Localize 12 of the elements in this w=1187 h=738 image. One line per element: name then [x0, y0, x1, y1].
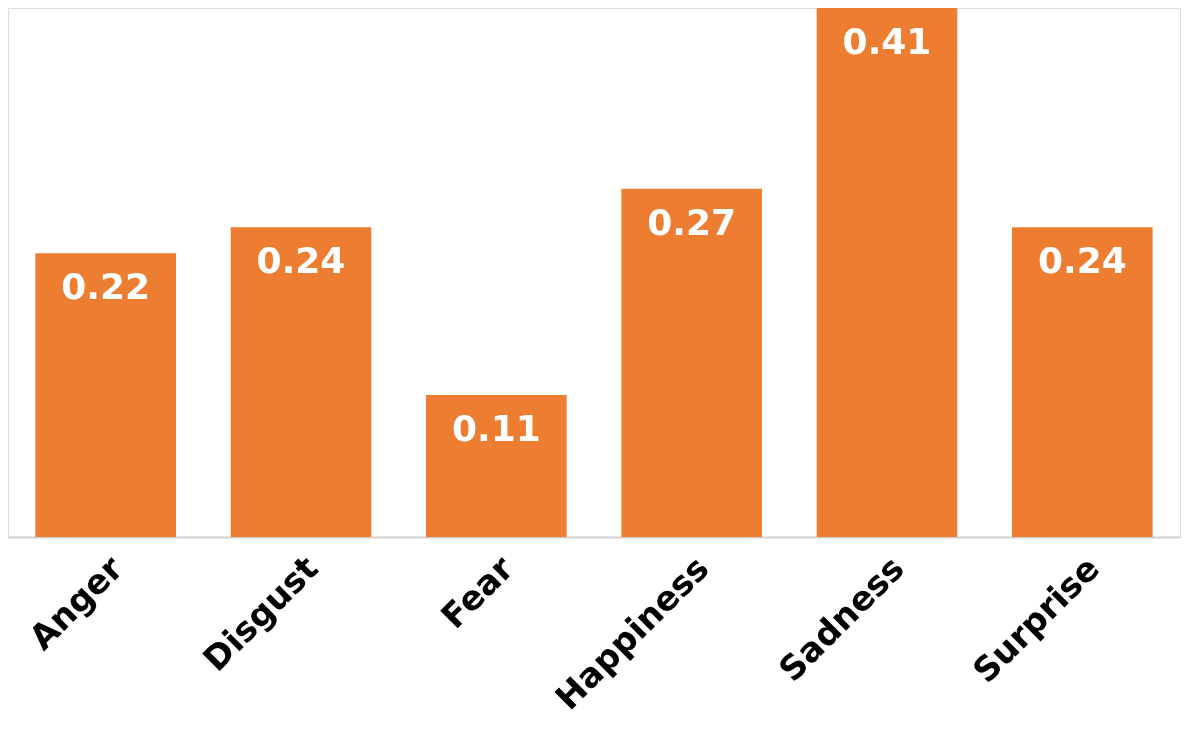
bar: [35, 253, 176, 537]
data-label: 0.24: [256, 240, 346, 282]
data-label: 0.41: [842, 21, 932, 62]
bar: [1012, 227, 1153, 537]
data-label: 0.27: [647, 201, 737, 243]
data-label: 0.22: [61, 266, 151, 308]
data-label: 0.11: [451, 408, 541, 450]
bar: [426, 395, 567, 537]
bar: [230, 227, 372, 537]
data-label: 0.24: [1037, 240, 1127, 282]
bar: [621, 188, 762, 537]
bar: [816, 8, 958, 537]
